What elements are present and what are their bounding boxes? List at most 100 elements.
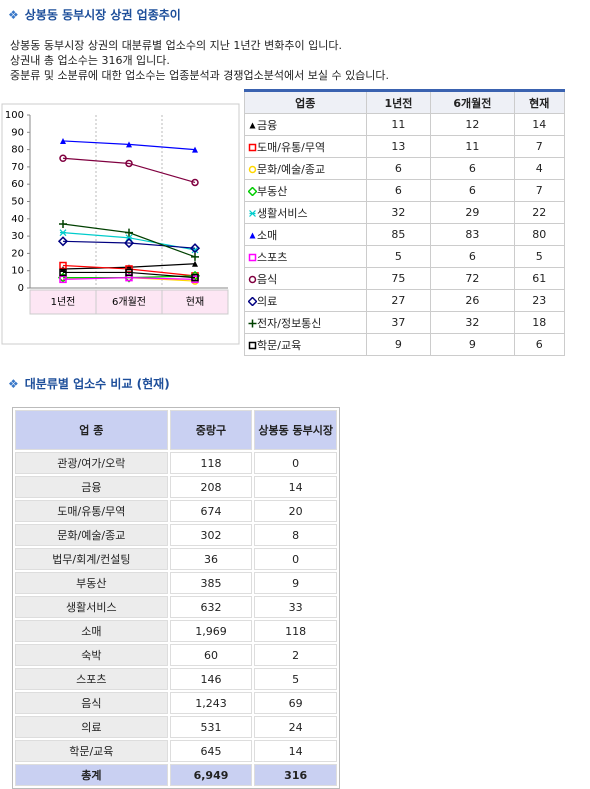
series-name: 스포츠 [257,250,288,264]
total-cell: 6,949 [169,764,253,786]
y-tick-label: 80 [11,145,24,156]
value-cell: 22 [513,201,566,224]
marker [247,186,258,197]
legend-icon [248,341,257,350]
value-cell: 1,969 [169,620,253,642]
value-cell: 27 [365,289,432,312]
table-row: 금융 208 14 [15,476,337,498]
x-tick-label: 6개월전 [112,296,146,308]
table-row: 학문/교육 645 14 [15,740,337,762]
name-cell: 부동산 [15,572,168,594]
series-name: 금융 [257,118,278,132]
value-cell: 302 [169,524,253,546]
table-row: 문화/예술/종교 6 6 4 [244,157,566,180]
section-title: ❖ 대분류별 업소수 비교 (현재) [8,377,170,391]
table-row: 음식 75 72 61 [244,267,566,290]
series-name: 전자/정보통신 [257,316,322,330]
legend-cell: 스포츠 [244,245,367,268]
y-tick-label: 90 [11,127,24,138]
value-cell: 23 [513,289,566,312]
value-cell: 12 [430,113,515,136]
value-cell: 0 [254,452,337,474]
value-cell: 6 [430,157,515,180]
marker [249,210,256,217]
marker [248,341,257,350]
table-row: 의료 27 26 23 [244,289,566,312]
name-cell: 소매 [15,620,168,642]
name-cell: 관광/여가/오락 [15,452,168,474]
value-cell: 7 [513,179,566,202]
value-cell: 32 [430,311,515,334]
name-cell: 문화/예술/종교 [15,524,168,546]
name-cell: 금융 [15,476,168,498]
table-row: 소매 1,969 118 [15,620,337,642]
value-cell: 36 [169,548,253,570]
legend-cell: 소매 [244,223,367,246]
total-cell: 316 [254,764,337,786]
value-cell: 26 [430,289,515,312]
header-row: 업 종 중랑구 상봉동 동부시장 [15,410,337,450]
table-row: 스포츠 146 5 [15,668,337,690]
page: ❖ 상봉동 동부시장 상권 업종추이 상봉동 동부시장 상권의 대분류별 업소수의… [1,8,566,789]
value-cell: 69 [254,692,337,714]
marker [248,253,257,262]
value-cell: 6 [430,179,515,202]
marker [59,229,67,237]
header-cell: 1년전 [365,90,432,114]
title-text: 대분류별 업소수 비교 (현재) [24,377,170,391]
value-cell: 0 [254,548,337,570]
value-cell: 2 [254,644,337,666]
table-row: 스포츠 5 6 5 [244,245,566,268]
value-cell: 208 [169,476,253,498]
value-cell: 24 [254,716,337,738]
marker [126,141,132,148]
y-tick-label: 70 [11,162,24,173]
title-text: 상봉동 동부시장 상권 업종추이 [24,8,181,22]
header-cell: 6개월전 [430,90,515,114]
value-cell: 13 [365,135,432,158]
table-row: 소매 85 83 80 [244,223,566,246]
legend-icon [249,122,256,129]
legend-cell: 도매/유통/무역 [244,135,367,158]
x-tick-label: 현재 [186,296,204,308]
header-row: 업종 1년전 6개월전 현재 [244,90,566,114]
value-cell: 6 [365,157,432,180]
marker [249,232,256,239]
description-line: 중분류 및 소분류에 대한 업소수는 업종분석과 경쟁업소분석에서 보실 수 있… [10,69,390,82]
marker [57,236,69,247]
legend-cell: 전자/정보통신 [244,311,367,334]
description: 상봉동 동부시장 상권의 대분류별 업소수의 지난 1년간 변화추이 입니다. … [10,38,389,83]
value-cell: 7 [513,135,566,158]
table-row: 숙박 60 2 [15,644,337,666]
name-cell: 생활서비스 [15,596,168,618]
table-row: 부동산 6 6 7 [244,179,566,202]
value-cell: 385 [169,572,253,594]
header-cell: 중랑구 [169,410,253,450]
marker [59,261,67,270]
value-cell: 37 [365,311,432,334]
series-line [63,271,196,279]
value-cell: 60 [169,644,253,666]
value-cell: 32 [365,201,432,224]
value-cell: 18 [513,311,566,334]
marker [248,143,257,152]
value-cell: 9 [430,333,515,356]
table-row: 의료 531 24 [15,716,337,738]
y-tick-label: 40 [11,214,24,225]
value-cell: 1,243 [169,692,253,714]
marker [249,122,256,129]
marker [59,219,67,228]
name-cell: 법무/회계/컨설팅 [15,548,168,570]
marker [189,243,201,254]
table-row: 음식 1,243 69 [15,692,337,714]
y-tick-label: 20 [11,248,24,259]
value-cell: 75 [365,267,432,290]
comparison-table: 업 종 중랑구 상봉동 동부시장 관광/여가/오락 118 0 금융 208 14 도매/유통/무… [12,407,340,789]
value-cell: 14 [254,476,337,498]
table-row: 학문/교육 9 9 6 [244,333,566,356]
value-cell: 6 [365,179,432,202]
value-cell: 33 [254,596,337,618]
value-cell: 6 [513,333,566,356]
marker [125,228,133,237]
y-tick-label: 30 [11,231,24,242]
